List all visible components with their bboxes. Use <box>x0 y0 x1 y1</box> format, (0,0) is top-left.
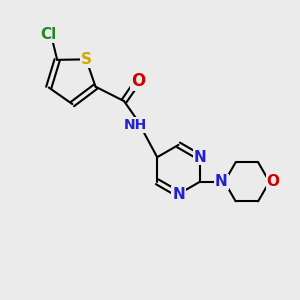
Text: O: O <box>131 72 146 90</box>
Text: O: O <box>266 174 280 189</box>
Text: N: N <box>194 150 206 165</box>
Text: N: N <box>215 174 228 189</box>
Text: N: N <box>172 187 185 202</box>
Text: S: S <box>81 52 92 67</box>
Text: Cl: Cl <box>40 27 56 42</box>
Text: NH: NH <box>124 118 147 132</box>
